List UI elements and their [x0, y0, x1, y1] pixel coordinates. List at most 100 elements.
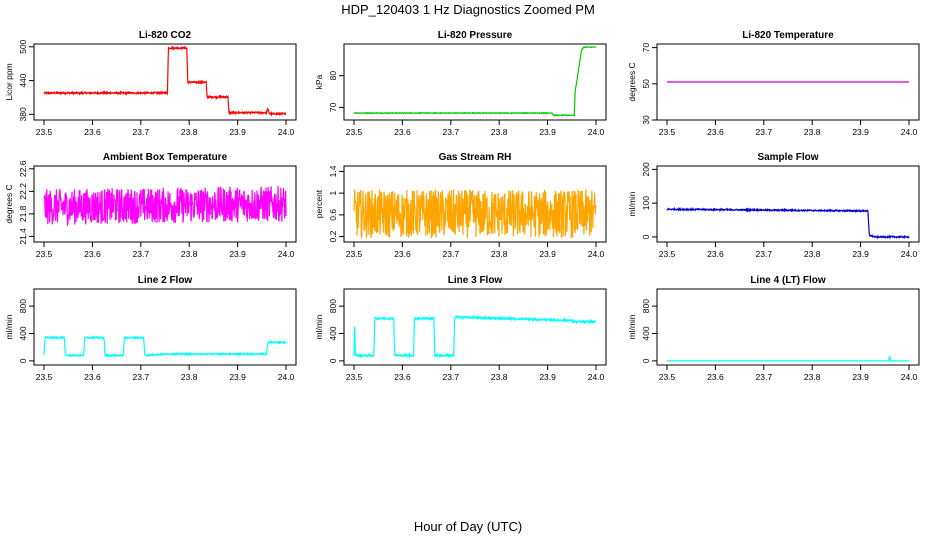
figure-xlabel: Hour of Day (UTC) [414, 519, 522, 534]
x-tick-label: 24.0 [901, 127, 918, 137]
panel-8: Line 4 (LT) Flow 23.5 23.6 23.7 23.8 23.9 24.0… [627, 275, 920, 382]
x-tick-label: 23.9 [539, 249, 556, 259]
x-tick-label: 24.0 [588, 249, 605, 259]
x-tick-label: 23.5 [659, 249, 676, 259]
x-tick-label: 23.7 [443, 372, 460, 382]
y-axis-label: degrees C [4, 184, 14, 223]
panel-3: Ambient Box Temperature 23.5 23.6 23.7 23.8 2… [4, 152, 297, 259]
x-tick-label: 23.7 [133, 127, 150, 137]
x-tick-label: 23.6 [394, 249, 411, 259]
x-tick-label: 24.0 [588, 372, 605, 382]
x-tick-label: 23.8 [181, 372, 198, 382]
x-tick-label: 23.6 [707, 372, 724, 382]
x-tick-label: 23.7 [756, 372, 773, 382]
y-axis-label: degrees C [627, 62, 637, 101]
figure-title: HDP_120403 1 Hz Diagnostics Zoomed PM [341, 2, 595, 17]
y-axis-label: percent [314, 189, 324, 218]
x-tick-label: 23.9 [229, 127, 246, 137]
y-tick-label: 1.4 [328, 165, 338, 177]
y-tick-label: 70 [641, 43, 651, 53]
y-tick-label: 1 [328, 191, 338, 196]
panel-4: Gas Stream RH 23.5 23.6 23.7 23.8 23.9 24.0 0.2… [314, 152, 607, 259]
plot-frame [33, 288, 297, 366]
y-tick-label: 0 [18, 358, 28, 363]
x-tick-label: 23.5 [346, 127, 363, 137]
panel-title: Sample Flow [757, 152, 818, 163]
y-tick-label: 400 [641, 326, 651, 340]
x-tick-label: 23.5 [36, 127, 53, 137]
plot-frame [343, 165, 607, 243]
series-line [353, 189, 597, 239]
x-tick-label: 23.7 [443, 249, 460, 259]
x-tick-label: 23.8 [181, 249, 198, 259]
panel-title: Line 3 Flow [448, 275, 503, 286]
x-tick-label: 23.6 [84, 127, 101, 137]
panel-title: Gas Stream RH [439, 152, 512, 163]
x-tick-label: 23.6 [394, 127, 411, 137]
y-tick-label: 400 [328, 326, 338, 340]
y-axis-label: kPa [314, 74, 324, 89]
plot-frame [343, 43, 607, 121]
y-tick-label: 0 [641, 358, 651, 363]
y-tick-label: 100 [641, 196, 651, 210]
x-tick-label: 23.6 [84, 249, 101, 259]
panel-0: Li-820 CO2 23.5 23.6 23.7 23.8 23.9 24.0 380 440… [4, 30, 297, 137]
y-tick-label: 0 [641, 234, 651, 239]
series-line [43, 45, 287, 117]
y-axis-label: ml/min [4, 314, 14, 339]
panel-title: Line 4 (LT) Flow [750, 275, 826, 286]
x-tick-label: 23.8 [804, 249, 821, 259]
panel-5: Sample Flow 23.5 23.6 23.7 23.8 23.9 24.0 0 100 2… [627, 152, 920, 259]
x-tick-label: 23.6 [84, 372, 101, 382]
panel-title: Ambient Box Temperature [103, 152, 228, 163]
y-axis-label: ml/min [627, 191, 637, 216]
x-tick-label: 23.7 [756, 127, 773, 137]
y-tick-label: 800 [328, 299, 338, 313]
x-tick-label: 23.7 [443, 127, 460, 137]
y-tick-label: 500 [18, 39, 28, 53]
x-tick-label: 23.9 [229, 249, 246, 259]
panels: Li-820 CO2 23.5 23.6 23.7 23.8 23.9 24.0 380 440… [4, 30, 920, 382]
x-tick-label: 24.0 [588, 127, 605, 137]
plot-frame [343, 288, 607, 366]
y-tick-label: 0.2 [328, 230, 338, 242]
x-tick-label: 23.8 [491, 372, 508, 382]
x-tick-label: 24.0 [278, 249, 295, 259]
panel-7: Line 3 Flow 23.5 23.6 23.7 23.8 23.9 24.0 0 400 8… [314, 275, 607, 382]
x-tick-label: 24.0 [901, 372, 918, 382]
x-tick-label: 23.5 [346, 372, 363, 382]
y-tick-label: 30 [641, 115, 651, 125]
y-tick-label: 22.6 [18, 160, 28, 177]
x-tick-label: 24.0 [901, 249, 918, 259]
x-tick-label: 23.6 [394, 372, 411, 382]
x-tick-label: 23.9 [852, 249, 869, 259]
plot-frame [656, 43, 920, 121]
x-tick-label: 23.8 [804, 372, 821, 382]
y-tick-label: 800 [641, 299, 651, 313]
series-line [667, 356, 909, 362]
panel-1: Li-820 Pressure 23.5 23.6 23.7 23.8 23.9 24.0 7… [314, 30, 607, 137]
panel-2: Li-820 Temperature 23.5 23.6 23.7 23.8 23.9 24… [627, 30, 920, 137]
y-tick-label: 0.6 [328, 209, 338, 221]
y-tick-label: 200 [641, 162, 651, 176]
x-tick-label: 23.7 [133, 372, 150, 382]
plot-frame [656, 165, 920, 243]
panel-title: Line 2 Flow [138, 275, 193, 286]
x-tick-label: 23.5 [36, 372, 53, 382]
panel-title: Li-820 Pressure [438, 30, 513, 41]
series-line [666, 206, 910, 240]
x-tick-label: 23.6 [707, 249, 724, 259]
x-tick-label: 24.0 [278, 372, 295, 382]
panel-title: Li-820 Temperature [742, 30, 834, 41]
x-tick-label: 23.5 [36, 249, 53, 259]
x-tick-label: 23.8 [181, 127, 198, 137]
y-tick-label: 440 [18, 73, 28, 87]
series-line [43, 185, 287, 227]
y-tick-label: 0 [328, 358, 338, 363]
y-axis-label: ml/min [314, 314, 324, 339]
x-tick-label: 23.9 [539, 127, 556, 137]
x-tick-label: 23.7 [133, 249, 150, 259]
y-tick-label: 50 [641, 79, 651, 89]
x-tick-label: 23.5 [346, 249, 363, 259]
x-tick-label: 23.9 [539, 372, 556, 382]
